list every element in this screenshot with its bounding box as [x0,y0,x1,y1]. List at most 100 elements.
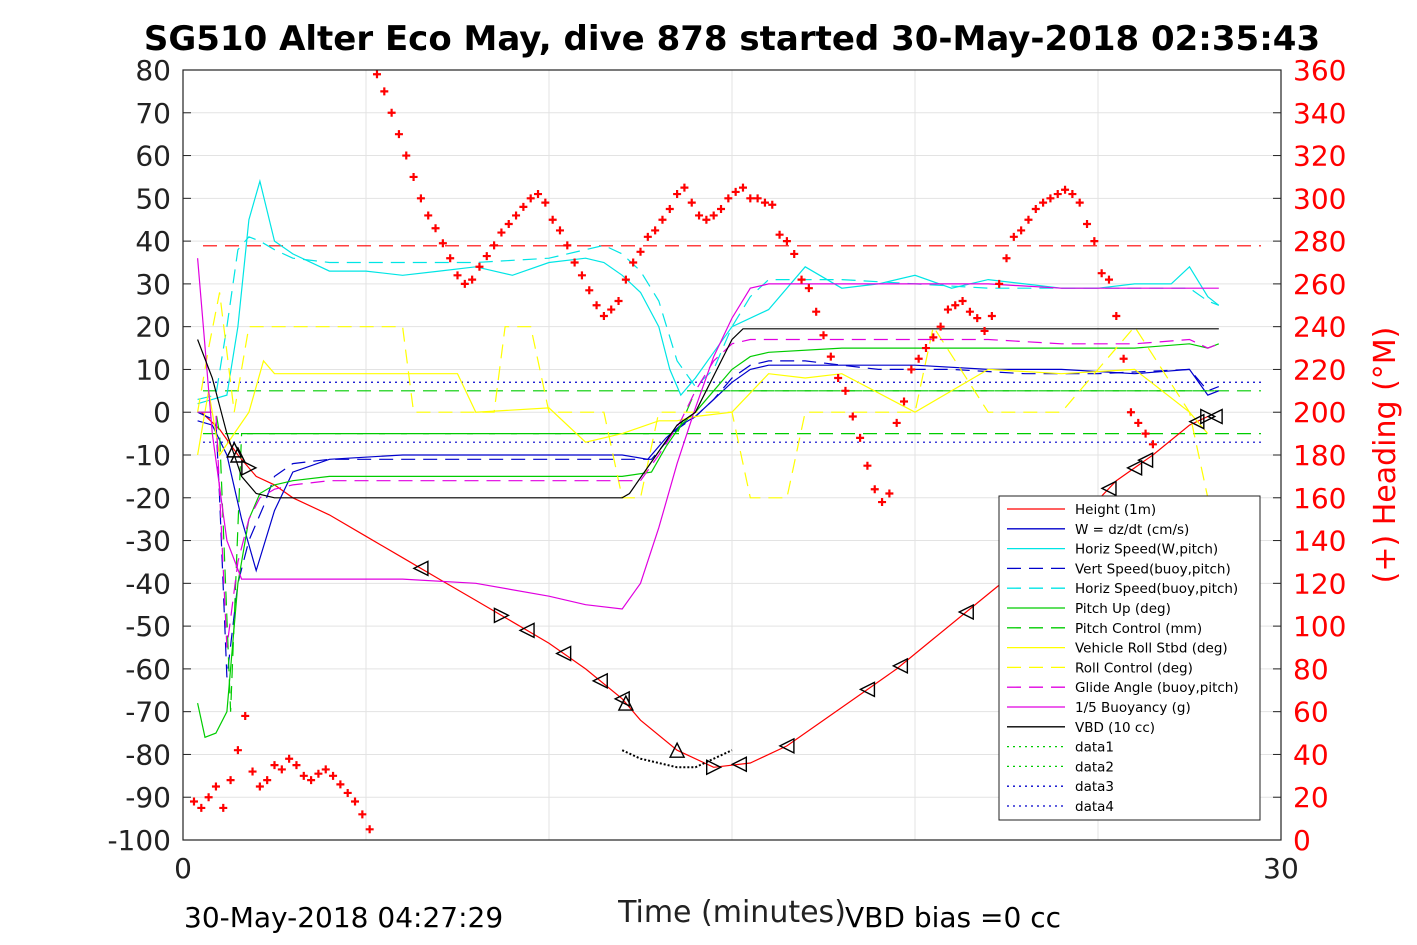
heading-point [651,226,660,235]
series-line [197,359,1209,457]
y2-tick-label: 120 [1293,567,1346,600]
y-tick-label: -50 [125,610,171,643]
heading-point [643,232,652,241]
heading-point [197,803,206,812]
heading-point [329,771,338,780]
x-tick-label: 0 [174,852,192,885]
heading-point [189,797,198,806]
heading-point [987,311,996,320]
series-line [197,258,1219,610]
triangle-marker [493,607,510,624]
heading-point [1134,418,1143,427]
heading-point [1039,198,1048,207]
heading-point [914,354,923,363]
legend-label: Vert Speed(buoy,pitch) [1075,561,1231,577]
y-tick-label: 20 [135,311,171,344]
legend-label: data3 [1075,779,1114,795]
triangle-marker [241,459,258,476]
heading-point [834,374,843,382]
series-line [197,390,1219,712]
heading-point [753,194,762,203]
heading-point [1002,254,1011,263]
heading-point [438,239,447,248]
heading-point [241,711,250,720]
heading-point [1075,198,1084,207]
heading-point [497,228,506,237]
heading-point [760,198,769,207]
triangle-marker [1200,408,1217,425]
heading-point [680,183,689,192]
y-axis-right-ticks: 3603403203002802602402202001801601401201… [1273,54,1346,857]
heading-point [424,211,433,220]
y2-tick-label: 60 [1293,696,1329,729]
heading-point [372,70,381,79]
x-axis-ticks: 0 30 [174,852,1299,885]
heading-point [1031,205,1040,214]
x-axis-label: Time (minutes) [617,895,846,930]
y2-tick-label: 40 [1293,738,1329,771]
triangle-marker [858,681,876,698]
heading-point [1126,408,1135,417]
heading-point [775,230,784,239]
legend-label: Glide Angle (buoy,pitch) [1075,680,1239,696]
legend-label: data2 [1075,759,1114,775]
y-tick-label: 80 [135,54,171,87]
y2-axis-label: (+) Heading (°M) [1368,327,1403,584]
legend-label: Vehicle Roll Stbd (deg) [1075,641,1228,657]
heading-point [1141,429,1150,438]
y-tick-label: -20 [125,482,171,515]
y-tick-label: 30 [135,268,171,301]
triangle-marker [518,622,535,639]
heading-point [570,258,579,267]
heading-point [387,108,396,117]
heading-point [431,224,440,233]
heading-point [878,498,887,507]
heading-point [453,271,462,280]
heading-point [1148,440,1157,449]
heading-point [980,326,989,335]
heading-point [1009,232,1018,241]
heading-point [702,215,711,224]
triangle-marker [730,756,748,773]
y2-tick-label: 340 [1293,97,1346,130]
heading-point [204,793,213,802]
heading-point [658,215,667,224]
heading-point [665,205,674,214]
heading-point [475,262,484,271]
heading-markers [189,70,1157,834]
y-tick-label: -80 [125,738,171,771]
heading-point [1112,311,1121,320]
heading-point [460,279,469,288]
heading-point [577,271,586,280]
heading-point [1053,190,1062,199]
heading-point [394,130,403,139]
heading-point [482,252,491,261]
heading-point [519,202,528,211]
heading-point [299,771,308,780]
heading-point [826,352,835,361]
y2-tick-label: 20 [1293,781,1329,814]
y-tick-label: 70 [135,97,171,130]
heading-point [1068,190,1077,199]
heading-point [1119,354,1128,363]
series-line [197,338,1220,648]
legend-label: data1 [1075,740,1114,756]
heading-point [402,151,411,160]
triangle-marker [229,446,247,463]
heading-point [365,825,374,834]
heading-point [534,190,543,199]
y2-tick-label: 260 [1293,268,1346,301]
heading-point [277,765,286,774]
heading-point [409,172,418,181]
y-tick-label: 40 [135,225,171,258]
triangle-marker [778,737,795,755]
heading-point [885,489,894,498]
heading-point [936,322,945,331]
heading-point [1046,194,1055,203]
series-line [197,360,1220,678]
y2-tick-label: 140 [1293,525,1346,558]
y2-tick-label: 280 [1293,225,1346,258]
heading-point [907,365,916,374]
heading-point [841,386,850,395]
heading-point [607,305,616,314]
